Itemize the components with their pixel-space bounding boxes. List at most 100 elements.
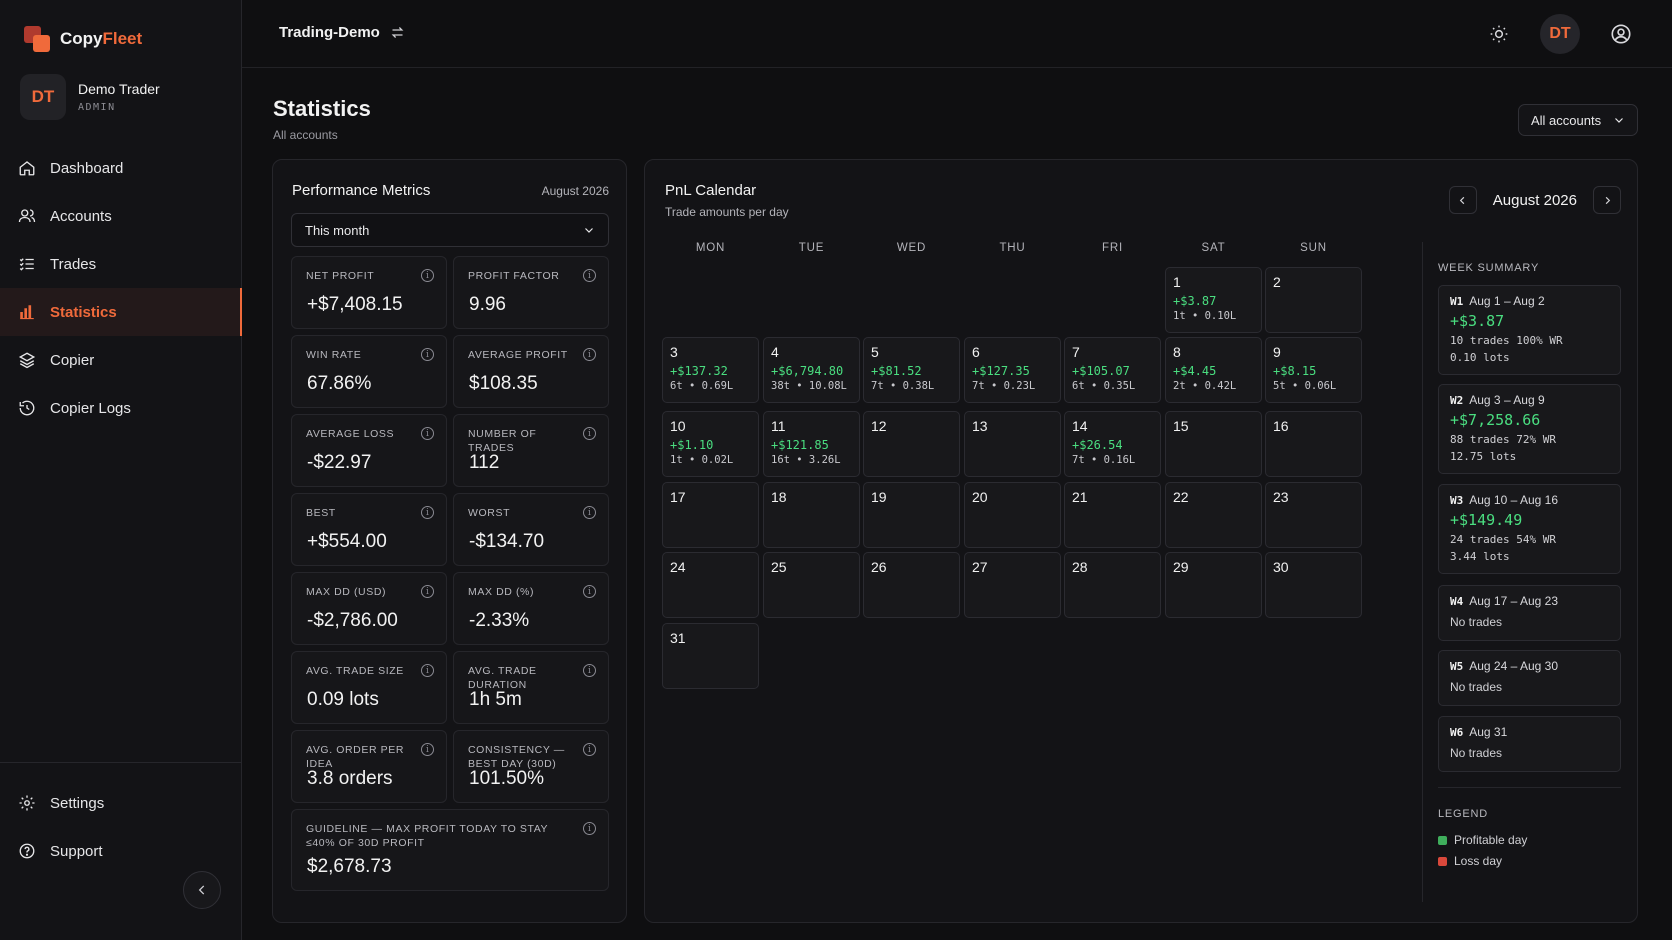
legend-item: Loss day: [1438, 854, 1502, 868]
week-id: W6: [1450, 726, 1464, 739]
info-icon[interactable]: i: [421, 506, 434, 519]
day-number: 10: [670, 418, 686, 434]
calendar-day[interactable]: 1 +$3.87 1t • 0.10L: [1165, 267, 1262, 333]
calendar-day[interactable]: 2: [1265, 267, 1362, 333]
calendar-day[interactable]: 28: [1064, 552, 1161, 618]
calendar-day[interactable]: 6 +$127.35 7t • 0.23L: [964, 337, 1061, 403]
week-header: W2 Aug 3 – Aug 9: [1450, 393, 1609, 407]
info-icon[interactable]: i: [583, 348, 596, 361]
next-month-button[interactable]: [1593, 186, 1621, 214]
calendar-day[interactable]: 24: [662, 552, 759, 618]
info-icon[interactable]: i: [583, 585, 596, 598]
nav-item-copier-logs[interactable]: Copier Logs: [0, 384, 242, 432]
day-meta: 5t • 0.06L: [1273, 380, 1337, 392]
nav-item-copier[interactable]: Copier: [0, 336, 242, 384]
account-menu-button[interactable]: [1602, 15, 1640, 53]
calendar-day[interactable]: 10 +$1.10 1t • 0.02L: [662, 411, 759, 477]
info-icon[interactable]: i: [583, 664, 596, 677]
calendar-day[interactable]: 18: [763, 482, 860, 548]
page-title: Statistics: [273, 96, 371, 121]
week-header: W4 Aug 17 – Aug 23: [1450, 594, 1609, 608]
theme-toggle-button[interactable]: [1480, 15, 1518, 53]
calendar-day[interactable]: 23: [1265, 482, 1362, 548]
calendar-day[interactable]: 11 +$121.85 16t • 3.26L: [763, 411, 860, 477]
account-filter-value: All accounts: [1531, 112, 1602, 128]
info-icon[interactable]: i: [421, 427, 434, 440]
calendar-day[interactable]: 13: [964, 411, 1061, 477]
info-icon[interactable]: i: [583, 506, 596, 519]
metric-card: AVG. ORDER PER IDEA i 3.8 orders: [291, 730, 447, 803]
calendar-day[interactable]: 21: [1064, 482, 1161, 548]
calendar-day[interactable]: 7 +$105.07 6t • 0.35L: [1064, 337, 1161, 403]
gear-icon: [19, 795, 35, 811]
info-icon[interactable]: i: [583, 269, 596, 282]
calendar-day[interactable]: 12: [863, 411, 960, 477]
day-number: 1: [1173, 274, 1181, 290]
day-pnl: +$137.32: [670, 364, 728, 378]
calendar-day[interactable]: 27: [964, 552, 1061, 618]
calendar-day[interactable]: 4 +$6,794.80 38t • 10.08L: [763, 337, 860, 403]
day-number: 16: [1273, 418, 1289, 434]
info-icon[interactable]: i: [421, 269, 434, 282]
nav-item-support[interactable]: Support: [0, 827, 242, 875]
calendar-day[interactable]: 22: [1165, 482, 1262, 548]
calendar-day[interactable]: 29: [1165, 552, 1262, 618]
nav-item-trades[interactable]: Trades: [0, 240, 242, 288]
workspace-switcher[interactable]: Trading-Demo: [279, 24, 405, 41]
calendar-day[interactable]: 9 +$8.15 5t • 0.06L: [1265, 337, 1362, 403]
calendar-day[interactable]: 19: [863, 482, 960, 548]
info-icon[interactable]: i: [421, 585, 434, 598]
calendar-day[interactable]: 15: [1165, 411, 1262, 477]
weekday-header: SAT: [1201, 242, 1226, 254]
calendar-day[interactable]: 14 +$26.54 7t • 0.16L: [1064, 411, 1161, 477]
metric-value: 1h 5m: [469, 689, 522, 710]
prev-month-button[interactable]: [1448, 186, 1477, 214]
calendar-day[interactable]: 3 +$137.32 6t • 0.69L: [662, 337, 759, 403]
metric-value: +$554.00: [307, 531, 387, 552]
week-lots: 3.44 lots: [1450, 550, 1510, 563]
chevron-down-icon: [1615, 118, 1623, 123]
legend-text: Loss day: [1454, 854, 1503, 868]
metric-card: NUMBER OF TRADES i 112: [453, 414, 609, 487]
collapse-sidebar-button[interactable]: [183, 871, 221, 909]
nav-item-dashboard[interactable]: Dashboard: [0, 144, 242, 192]
top-avatar[interactable]: DT: [1540, 14, 1580, 54]
panel-month: August 2026: [541, 184, 609, 198]
calendar-day[interactable]: 26: [863, 552, 960, 618]
calendar-day[interactable]: 16: [1265, 411, 1362, 477]
nav-item-accounts[interactable]: Accounts: [0, 192, 242, 240]
calendar-day[interactable]: 20: [964, 482, 1061, 548]
week-summary-card[interactable]: W5 Aug 24 – Aug 30 No trades: [1438, 650, 1621, 706]
logo-mark-icon: [24, 26, 52, 52]
calendar-day[interactable]: 17: [662, 482, 759, 548]
info-icon[interactable]: i: [583, 822, 596, 835]
list-icon: [19, 258, 34, 271]
metric-card: WORST i -$134.70: [453, 493, 609, 566]
calendar-day[interactable]: 31: [662, 623, 759, 689]
info-icon[interactable]: i: [421, 664, 434, 677]
info-icon[interactable]: i: [421, 348, 434, 361]
info-icon[interactable]: i: [421, 743, 434, 756]
calendar-day[interactable]: 30: [1265, 552, 1362, 618]
nav-item-statistics[interactable]: Statistics: [0, 288, 242, 336]
calendar-day[interactable]: 25: [763, 552, 860, 618]
info-icon[interactable]: i: [583, 743, 596, 756]
brand-name-b: Fleet: [102, 29, 143, 48]
account-filter-select[interactable]: All accounts: [1518, 104, 1638, 136]
week-summary-label: WEEK SUMMARY: [1438, 262, 1540, 274]
day-number: 22: [1173, 489, 1189, 505]
week-summary-card[interactable]: W1 Aug 1 – Aug 2 +$3.87 10 trades 100% WR 0.…: [1438, 285, 1621, 375]
metric-value: 112: [469, 452, 500, 473]
week-summary-card[interactable]: W6 Aug 31 No trades: [1438, 716, 1621, 772]
period-select[interactable]: This month: [291, 213, 609, 247]
week-summary-card[interactable]: W2 Aug 3 – Aug 9 +$7,258.66 88 trades 72% W…: [1438, 384, 1621, 474]
info-icon[interactable]: i: [583, 427, 596, 440]
brand-logo[interactable]: CopyFleet: [24, 26, 142, 52]
week-summary-card[interactable]: W3 Aug 10 – Aug 16 +$149.49 24 trades 54% W…: [1438, 484, 1621, 574]
calendar-day[interactable]: 8 +$4.45 2t • 0.42L: [1165, 337, 1262, 403]
week-summary-card[interactable]: W4 Aug 17 – Aug 23 No trades: [1438, 585, 1621, 641]
day-pnl: +$4.45: [1173, 364, 1217, 378]
calendar-day[interactable]: 5 +$81.52 7t • 0.38L: [863, 337, 960, 403]
top-bar: Trading-Demo DT: [242, 0, 1672, 68]
nav-item-settings[interactable]: Settings: [0, 779, 242, 827]
